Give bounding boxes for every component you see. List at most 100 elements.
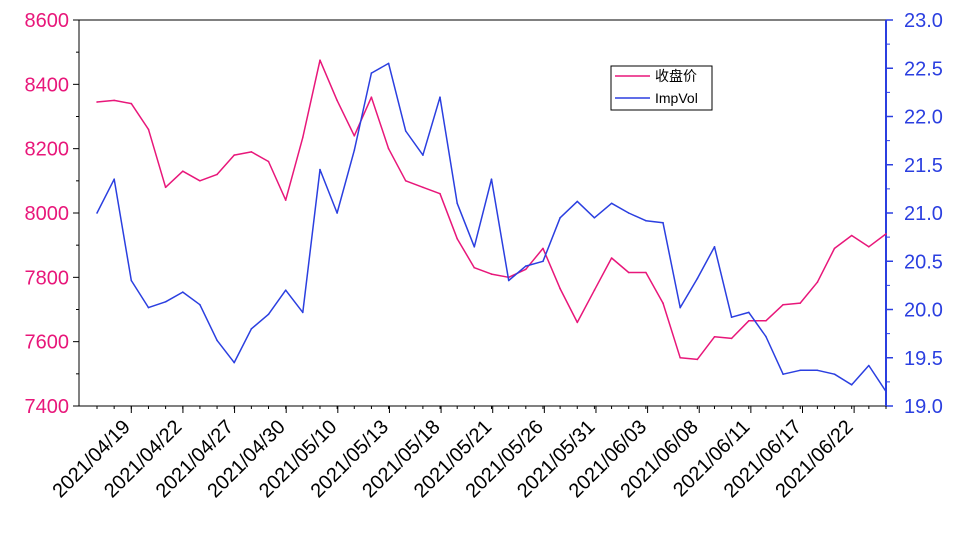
- data-point-close-price: [799, 302, 801, 304]
- legend-box: [610, 65, 713, 111]
- data-point-close-price: [645, 271, 647, 274]
- data-point-impvol: [799, 369, 801, 372]
- data-point-close-price: [730, 337, 733, 340]
- data-point-impvol: [216, 339, 218, 342]
- data-point-impvol: [336, 212, 338, 214]
- data-point-impvol: [662, 221, 664, 224]
- data-point-close-price: [216, 173, 218, 176]
- data-point-close-price: [319, 59, 321, 61]
- data-point-close-price: [439, 192, 441, 195]
- data-point-impvol: [439, 96, 441, 98]
- data-point-impvol: [507, 279, 510, 282]
- data-point-impvol: [233, 361, 235, 364]
- left-tick-label: 7800: [25, 267, 70, 289]
- right-tick-label: 21.0: [904, 203, 943, 225]
- right-tick-label: 21.5: [904, 155, 943, 177]
- data-point-close-price: [885, 233, 887, 235]
- data-point-impvol: [593, 217, 596, 219]
- data-point-impvol: [833, 373, 836, 376]
- data-point-impvol: [113, 178, 115, 180]
- data-point-close-price: [404, 180, 407, 182]
- right-tick-label: 20.5: [904, 251, 943, 273]
- data-point-impvol: [490, 178, 493, 180]
- data-point-impvol: [284, 289, 287, 292]
- right-y-axis: 19.0 19.5 20.0 20.5 21.0 21.5 22.0 22.5 23.0: [885, 10, 943, 418]
- data-point-impvol: [610, 202, 613, 205]
- data-point-close-price: [130, 102, 133, 105]
- data-point-close-price: [353, 135, 356, 137]
- data-point-close-price: [250, 151, 253, 153]
- data-point-impvol: [164, 301, 167, 303]
- data-point-close-price: [542, 247, 544, 250]
- data-point-impvol: [422, 154, 424, 156]
- data-point-impvol: [387, 62, 390, 65]
- data-point-close-price: [302, 136, 304, 139]
- data-point-impvol: [456, 202, 459, 205]
- data-point-close-price: [593, 289, 596, 292]
- data-point-impvol: [850, 384, 853, 386]
- data-point-impvol: [182, 291, 184, 293]
- data-point-close-price: [147, 128, 150, 131]
- data-point-impvol: [816, 369, 819, 372]
- data-point-close-price: [113, 99, 115, 102]
- data-point-close-price: [833, 247, 836, 250]
- data-point-impvol: [748, 311, 750, 314]
- data-point-impvol: [96, 212, 98, 214]
- data-point-close-price: [490, 273, 493, 275]
- data-point-impvol: [130, 279, 133, 282]
- legend-label-impvol: ImpVol: [655, 90, 698, 106]
- data-point-close-price: [748, 320, 750, 322]
- data-point-impvol: [542, 260, 544, 263]
- data-point-close-price: [473, 266, 476, 269]
- data-point-close-price: [662, 302, 664, 304]
- data-point-impvol: [370, 72, 373, 74]
- data-point-impvol: [302, 311, 304, 314]
- right-tick-label: 23.0: [904, 10, 943, 32]
- data-point-close-price: [816, 281, 819, 284]
- data-point-close-price: [422, 186, 424, 189]
- data-point-close-price: [576, 321, 579, 324]
- data-point-close-price: [696, 358, 699, 361]
- data-point-impvol: [713, 246, 716, 248]
- right-tick-label: 22.5: [904, 58, 943, 80]
- data-point-impvol: [696, 277, 699, 280]
- data-point-impvol: [765, 335, 767, 338]
- x-axis: 2021/04/192021/04/222021/04/272021/04/30…: [48, 406, 887, 502]
- data-point-impvol: [885, 390, 887, 393]
- data-point-close-price: [336, 99, 338, 102]
- data-point-close-price: [199, 180, 201, 182]
- data-point-close-price: [267, 160, 270, 163]
- legend-label-close-price: 收盘价: [655, 68, 697, 84]
- left-tick-label: 7400: [25, 396, 70, 418]
- left-tick-label: 7600: [25, 332, 70, 354]
- right-tick-label: 22.0: [904, 107, 943, 129]
- left-tick-label: 8000: [25, 203, 70, 225]
- data-point-impvol: [250, 328, 253, 330]
- data-point-close-price: [765, 320, 767, 322]
- data-point-close-price: [233, 154, 235, 156]
- left-tick-label: 8400: [25, 74, 70, 96]
- data-point-impvol: [559, 217, 561, 219]
- left-y-axis: 7400 7600 7800 8000 8200 8400 8600: [25, 10, 80, 418]
- data-point-close-price: [559, 287, 561, 290]
- data-point-close-price: [850, 234, 853, 237]
- data-point-impvol: [525, 265, 527, 267]
- data-point-impvol: [627, 212, 630, 214]
- data-point-close-price: [284, 199, 287, 201]
- data-point-impvol: [147, 306, 150, 309]
- data-point-impvol: [404, 130, 407, 132]
- data-point-impvol: [576, 200, 579, 203]
- data-point-close-price: [456, 237, 459, 240]
- right-tick-label: 20.0: [904, 300, 943, 322]
- right-tick-label: 19.5: [904, 348, 943, 370]
- data-point-impvol: [319, 168, 321, 171]
- data-point-impvol: [679, 306, 681, 309]
- data-point-impvol: [353, 149, 356, 152]
- series-layer: [96, 59, 887, 393]
- data-point-close-price: [713, 336, 716, 338]
- data-point-impvol: [782, 373, 784, 376]
- left-tick-label: 8200: [25, 139, 70, 161]
- left-tick-label: 8600: [25, 10, 70, 32]
- data-point-close-price: [96, 101, 98, 103]
